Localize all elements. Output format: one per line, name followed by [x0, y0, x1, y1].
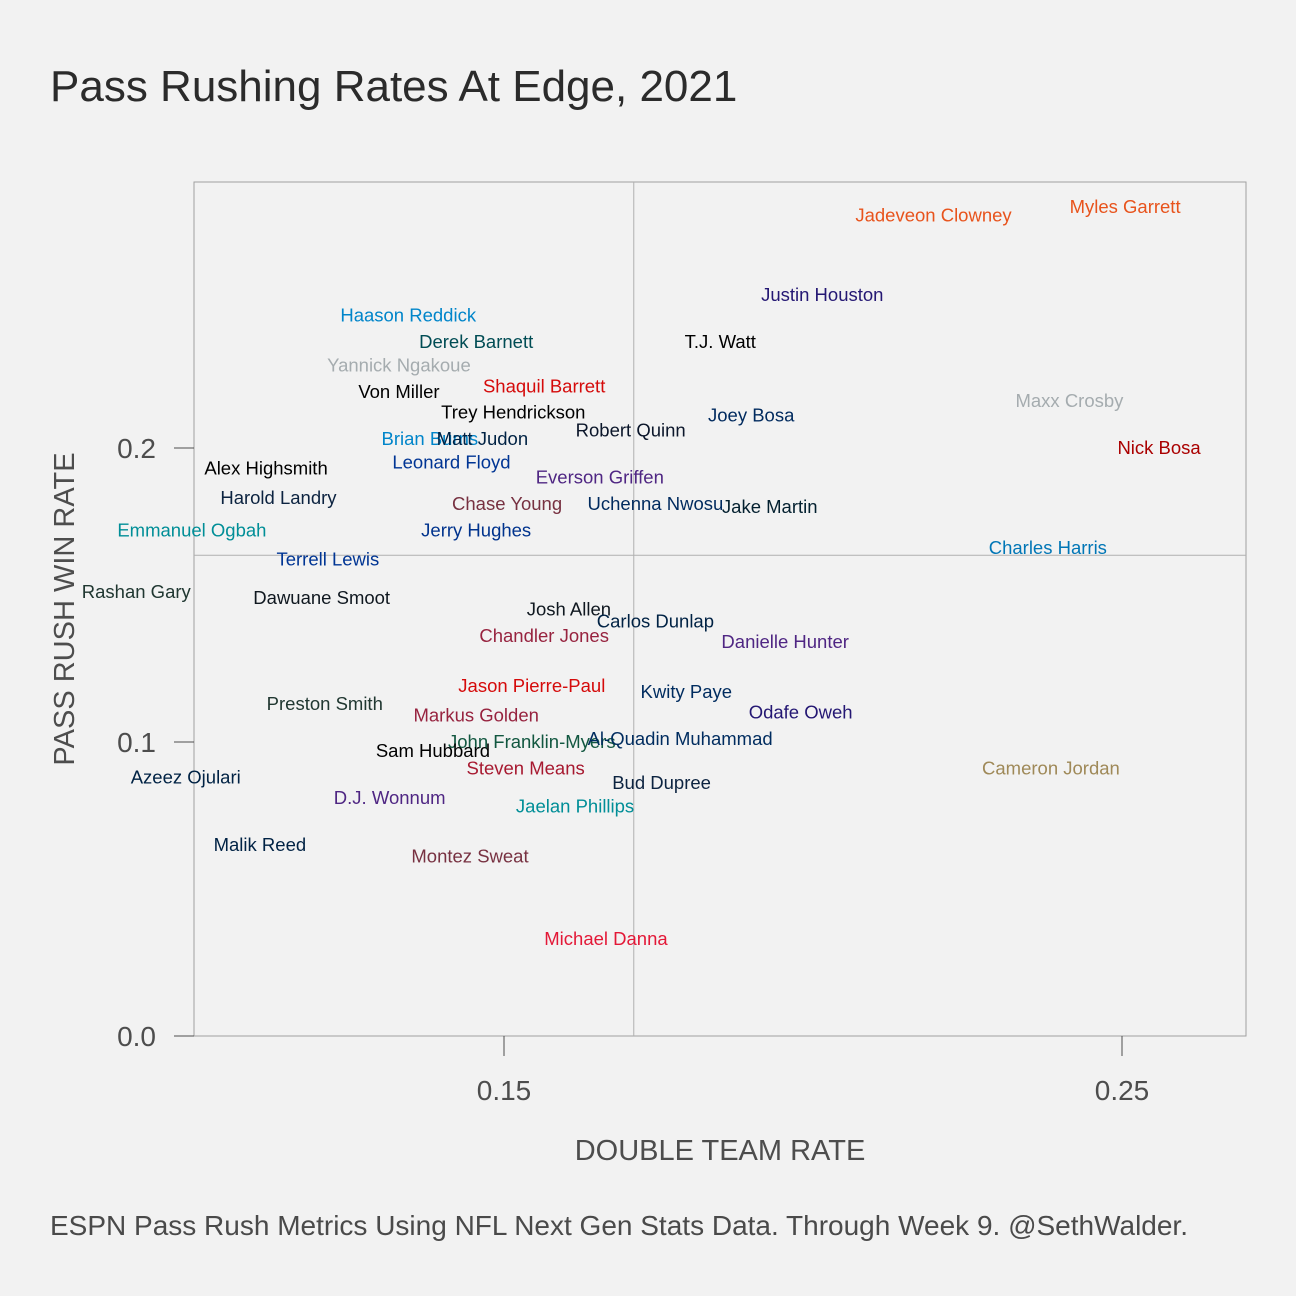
- point-label: Jerry Hughes: [421, 519, 531, 540]
- point-label: Maxx Crosby: [1015, 390, 1124, 411]
- point-label: Jake Martin: [722, 496, 818, 517]
- point-label: Justin Houston: [761, 284, 883, 305]
- point-label: Preston Smith: [267, 693, 383, 714]
- point-label: Harold Landry: [220, 487, 337, 508]
- plot-panel: [193, 181, 1247, 1037]
- point-label: Al-Quadin Muhammad: [588, 728, 773, 749]
- point-label: Joey Bosa: [708, 405, 795, 426]
- point-label: Everson Griffen: [536, 466, 664, 487]
- point-label: Rashan Gary: [82, 581, 192, 602]
- point-label: Myles Garrett: [1070, 196, 1181, 217]
- point-label: Brian Burns: [382, 428, 479, 449]
- point-label: Michael Danna: [544, 928, 668, 949]
- y-axis-title: PASS RUSH WIN RATE: [49, 452, 81, 765]
- point-label: Bud Dupree: [612, 772, 711, 793]
- point-label: John Franklin-Myers: [448, 731, 616, 752]
- point-label: Dawuane Smoot: [253, 587, 390, 608]
- point-label: Matt Judon: [437, 428, 529, 449]
- point-label: D.J. Wonnum: [334, 787, 446, 808]
- point-label: Malik Reed: [214, 834, 307, 855]
- chart-title: Pass Rushing Rates At Edge, 2021: [50, 62, 738, 111]
- y-tick-label: 0.1: [117, 727, 156, 758]
- point-label: Terrell Lewis: [276, 549, 379, 570]
- x-tick-label: 0.15: [477, 1075, 532, 1106]
- point-label: Chase Young: [452, 493, 562, 514]
- point-label: Cameron Jordan: [982, 757, 1120, 778]
- point-label: Uchenna Nwosu: [588, 493, 724, 514]
- point-label: Azeez Ojulari: [131, 766, 241, 787]
- point-label: Jaelan Phillips: [516, 796, 634, 817]
- point-label: Nick Bosa: [1117, 437, 1201, 458]
- point-label: Emmanuel Ogbah: [117, 519, 266, 540]
- point-label: Sam Hubbard: [376, 740, 490, 761]
- y-tick-label: 0.2: [117, 433, 156, 464]
- point-label: Derek Barnett: [419, 331, 533, 352]
- point-label: Josh Allen: [527, 599, 611, 620]
- point-label: Jadeveon Clowney: [855, 205, 1012, 226]
- point-label: Charles Harris: [989, 537, 1107, 558]
- point-label: Alex Highsmith: [204, 458, 327, 479]
- point-label: Markus Golden: [413, 705, 538, 726]
- point-label: Odafe Oweh: [749, 702, 853, 723]
- chart-caption: ESPN Pass Rush Metrics Using NFL Next Ge…: [50, 1210, 1188, 1241]
- axes: 0.0 0.1 0.2 0.15 0.25 DOUBLE TEAM RATE PASS RU…: [49, 181, 1247, 1167]
- point-label: Montez Sweat: [411, 846, 528, 867]
- point-label: Kwity Paye: [641, 681, 733, 702]
- point-label: Danielle Hunter: [721, 631, 849, 652]
- point-label: Von Miller: [358, 381, 439, 402]
- point-label: Robert Quinn: [576, 419, 686, 440]
- point-label: Leonard Floyd: [392, 452, 510, 473]
- point-labels: Myles Garrett Jadeveon Clowney Justin Hous…: [82, 196, 1202, 949]
- x-axis-title: DOUBLE TEAM RATE: [575, 1135, 866, 1167]
- point-label: Yannick Ngakoue: [327, 355, 471, 376]
- point-label: Trey Hendrickson: [441, 402, 585, 423]
- point-label: Haason Reddick: [340, 305, 476, 326]
- point-label: Shaquil Barrett: [483, 375, 605, 396]
- point-label: Steven Means: [466, 757, 584, 778]
- y-tick-label: 0.0: [117, 1021, 156, 1052]
- point-label: Carlos Dunlap: [597, 610, 714, 631]
- point-label: Chandler Jones: [479, 625, 609, 646]
- x-tick-label: 0.25: [1095, 1075, 1150, 1106]
- point-label: T.J. Watt: [685, 331, 756, 352]
- point-label: Jason Pierre-Paul: [458, 675, 605, 696]
